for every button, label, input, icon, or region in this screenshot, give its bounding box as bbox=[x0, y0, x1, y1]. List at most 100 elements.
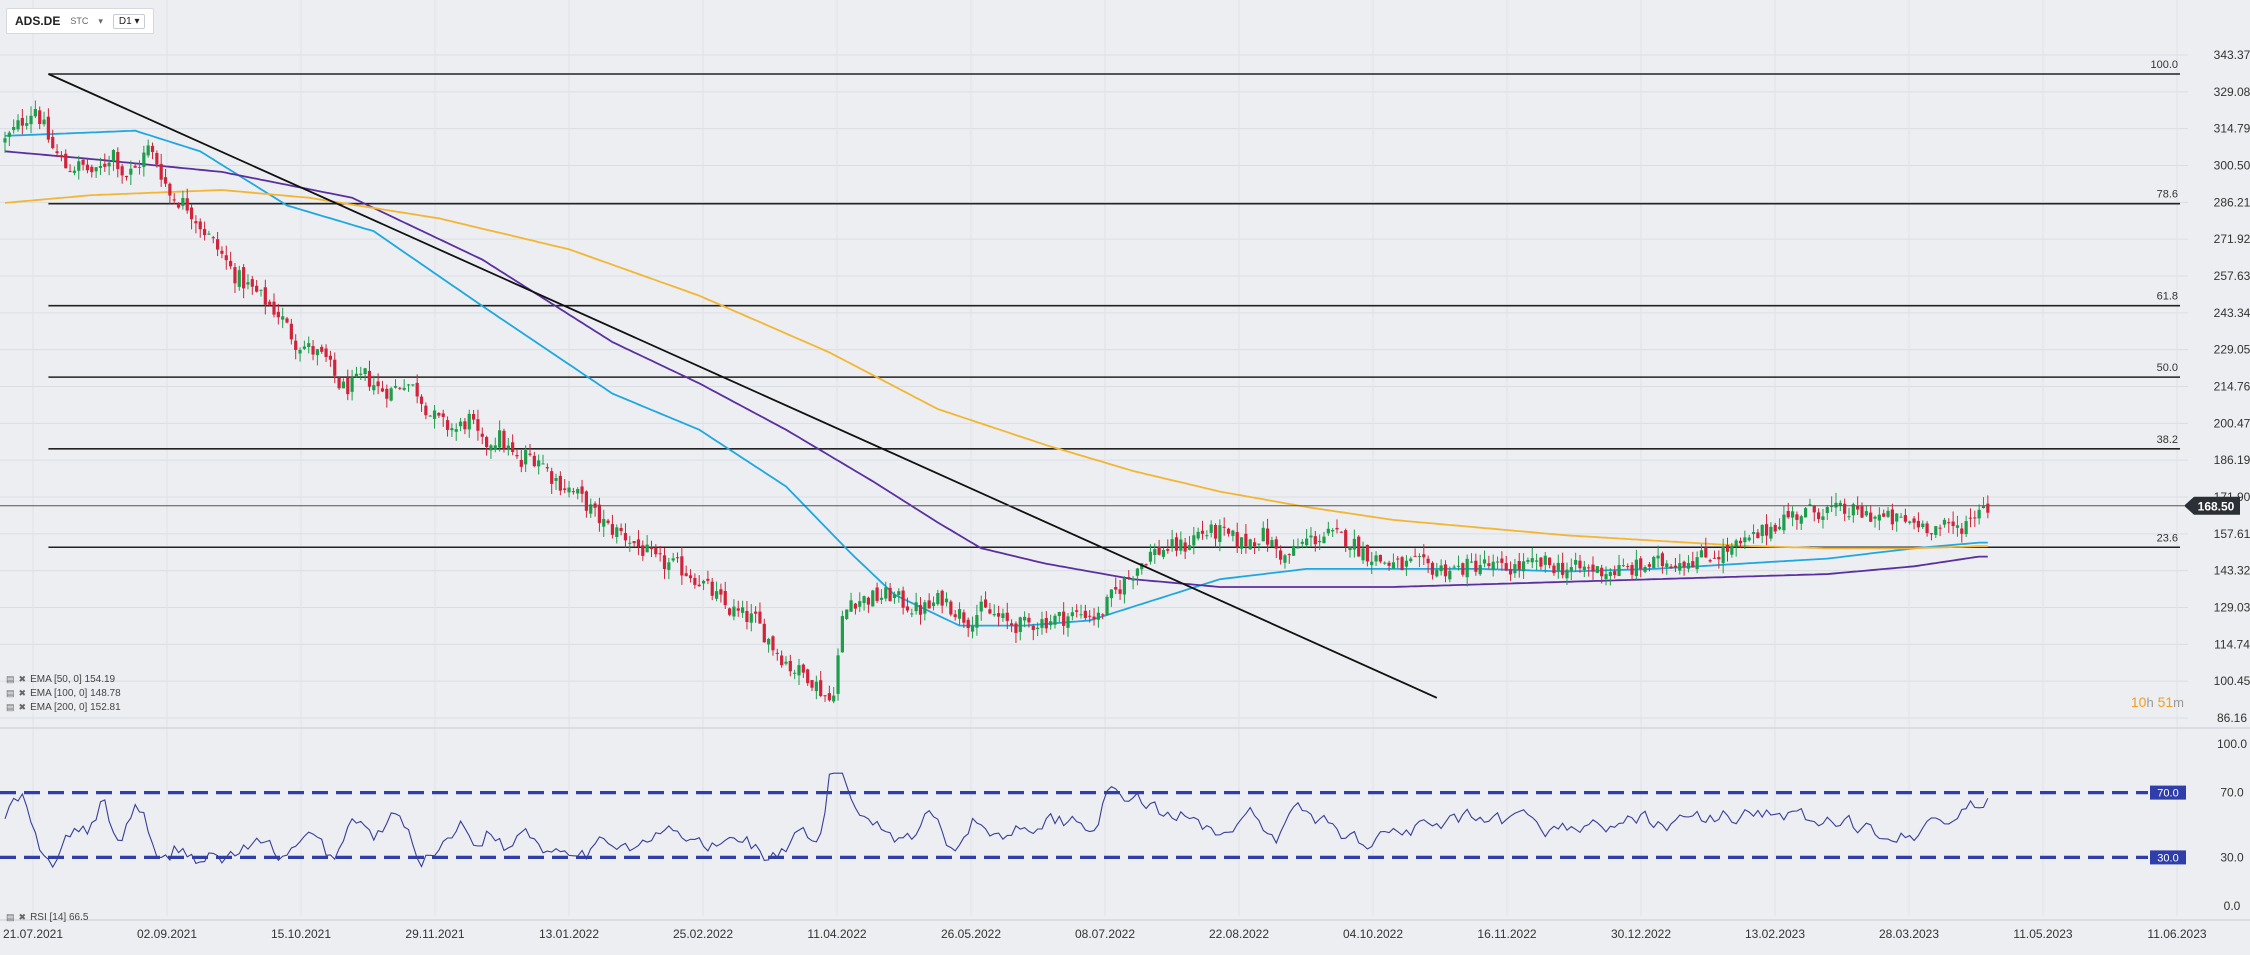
candle-up bbox=[1830, 505, 1834, 507]
candle-up bbox=[1374, 555, 1378, 562]
candle-up bbox=[1292, 545, 1296, 556]
price-axis-tick: 343.37 bbox=[2214, 48, 2250, 62]
candle-down bbox=[176, 203, 181, 208]
symbol-label[interactable]: ADS.DE bbox=[15, 14, 61, 28]
candle-down bbox=[437, 412, 441, 416]
candle-down bbox=[367, 370, 372, 387]
candle-down bbox=[502, 430, 506, 449]
close-icon[interactable]: ✖ bbox=[18, 702, 27, 712]
settings-icon[interactable]: ▤ bbox=[6, 912, 15, 922]
candle-down bbox=[1591, 564, 1595, 572]
axes: 343.37 329.08 314.79 300.50 286.21 271.92 257.… bbox=[0, 48, 2250, 941]
candle-up bbox=[858, 601, 862, 607]
candle-up bbox=[489, 445, 493, 451]
close-icon[interactable]: ✖ bbox=[18, 688, 27, 698]
candle-up bbox=[1170, 539, 1174, 548]
candle-down bbox=[250, 279, 254, 287]
candle-up bbox=[354, 373, 359, 377]
candle-down bbox=[311, 346, 315, 355]
candles bbox=[3, 100, 1990, 704]
candle-down bbox=[710, 581, 714, 596]
candle-down bbox=[905, 606, 910, 611]
candle-down bbox=[1812, 505, 1816, 513]
candle-up bbox=[541, 463, 545, 465]
candle-up bbox=[1934, 526, 1938, 535]
settings-icon[interactable]: ▤ bbox=[6, 674, 15, 684]
close-icon[interactable]: ✖ bbox=[18, 912, 27, 922]
chevron-down-icon[interactable]: ▾ bbox=[98, 15, 103, 26]
candle-down bbox=[1856, 505, 1860, 510]
candle-down bbox=[172, 199, 176, 201]
candle-up bbox=[315, 349, 319, 356]
candle-up bbox=[1582, 566, 1586, 571]
candle-up bbox=[1565, 569, 1569, 579]
candle-up bbox=[1864, 511, 1868, 516]
candle-up bbox=[1634, 559, 1638, 577]
candle-down bbox=[1014, 623, 1018, 633]
candle-down bbox=[1626, 566, 1630, 568]
candle-down bbox=[1682, 561, 1686, 567]
candle-down bbox=[1929, 533, 1934, 535]
candle-down bbox=[519, 459, 523, 467]
candle-up bbox=[615, 527, 619, 537]
candle-down bbox=[758, 611, 762, 624]
timeframe-select[interactable]: D1 ▾ bbox=[112, 13, 146, 29]
candle-down bbox=[1400, 557, 1404, 570]
indicator-legend-ema50[interactable]: ▤ ✖ EMA [50, 0] 154.19 bbox=[6, 674, 115, 685]
candle-down bbox=[1118, 589, 1122, 594]
candle-down bbox=[289, 323, 293, 340]
candle-down bbox=[276, 311, 280, 318]
candle-down bbox=[1200, 530, 1205, 534]
fibonacci-retracement[interactable]: 100.0 78.6 61.8 50.0 38.2 23.6 bbox=[48, 59, 2180, 549]
indicator-legend-rsi[interactable]: ▤ ✖ RSI [14] 66.5 bbox=[6, 912, 88, 923]
candle-up bbox=[1196, 531, 1200, 539]
candle-up bbox=[1851, 504, 1855, 516]
candle-up bbox=[931, 602, 936, 607]
trendline[interactable] bbox=[48, 73, 1438, 699]
candle-up bbox=[16, 120, 20, 130]
candle-up bbox=[970, 625, 975, 632]
candle-down bbox=[888, 587, 892, 602]
candle-down bbox=[1960, 528, 1964, 534]
candle-down bbox=[333, 359, 337, 376]
candle-down bbox=[1669, 566, 1673, 569]
candle-down bbox=[580, 486, 584, 494]
candle-up bbox=[1977, 509, 1981, 519]
indicator-legend-ema100[interactable]: ▤ ✖ EMA [100, 0] 148.78 bbox=[6, 688, 121, 699]
candle-down bbox=[1335, 527, 1339, 530]
candle-up bbox=[1521, 561, 1526, 572]
price-axis-tick: 143.32 bbox=[2214, 564, 2250, 578]
candle-up bbox=[1331, 530, 1335, 532]
close-icon[interactable]: ✖ bbox=[18, 674, 27, 684]
fib-level-label: 23.6 bbox=[2157, 532, 2178, 544]
candle-up bbox=[1135, 568, 1140, 576]
candle-up bbox=[25, 123, 29, 126]
candle-down bbox=[723, 590, 727, 606]
grid bbox=[0, 0, 2250, 921]
candle-down bbox=[641, 545, 645, 556]
candle-down bbox=[1213, 524, 1218, 539]
candle-down bbox=[81, 159, 85, 165]
candle-down bbox=[1738, 540, 1743, 544]
candle-down bbox=[571, 491, 575, 493]
candle-down bbox=[376, 381, 380, 387]
candle-down bbox=[1673, 565, 1678, 568]
candle-up bbox=[1079, 614, 1083, 616]
candle-down bbox=[1365, 544, 1369, 562]
candle-up bbox=[567, 487, 571, 493]
indicator-legend-ema200[interactable]: ▤ ✖ EMA [200, 0] 152.81 bbox=[6, 702, 121, 713]
candle-up bbox=[1873, 516, 1877, 519]
candle-up bbox=[142, 152, 146, 168]
price-axis-tick: 114.74 bbox=[2214, 637, 2250, 651]
candle-up bbox=[1370, 561, 1374, 566]
candle-down bbox=[780, 655, 784, 666]
candle-up bbox=[1799, 516, 1803, 524]
settings-icon[interactable]: ▤ bbox=[6, 688, 15, 698]
candle-down bbox=[1587, 567, 1591, 569]
candle-down bbox=[133, 165, 137, 168]
candle-down bbox=[1387, 562, 1391, 566]
settings-icon[interactable]: ▤ bbox=[6, 702, 15, 712]
candle-down bbox=[51, 136, 55, 149]
